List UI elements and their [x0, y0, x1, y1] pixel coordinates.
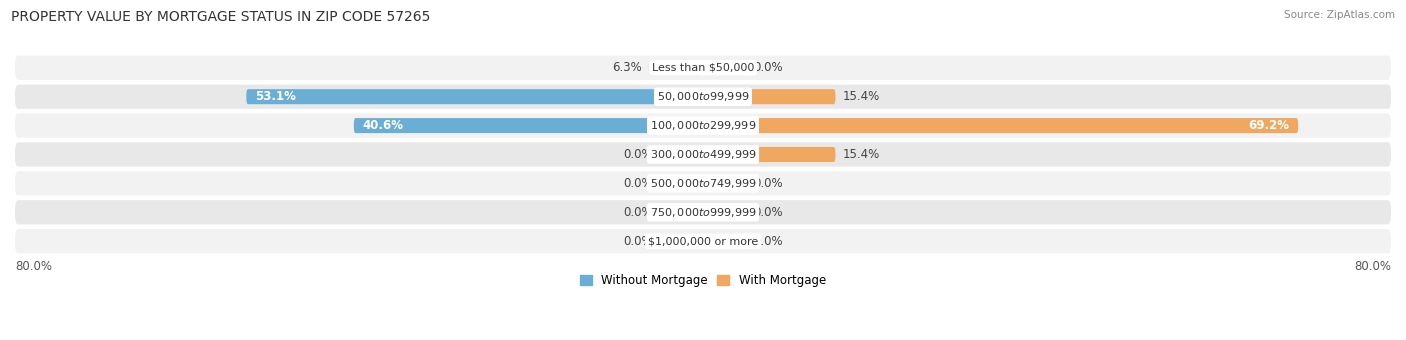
- FancyBboxPatch shape: [659, 176, 703, 191]
- FancyBboxPatch shape: [659, 234, 703, 249]
- FancyBboxPatch shape: [15, 114, 1391, 138]
- FancyBboxPatch shape: [15, 56, 1391, 80]
- Text: 15.4%: 15.4%: [842, 90, 880, 103]
- FancyBboxPatch shape: [659, 147, 703, 162]
- Text: 6.3%: 6.3%: [612, 61, 643, 74]
- Text: $750,000 to $999,999: $750,000 to $999,999: [650, 206, 756, 219]
- Text: $500,000 to $749,999: $500,000 to $749,999: [650, 177, 756, 190]
- Text: 15.4%: 15.4%: [842, 148, 880, 161]
- Text: $100,000 to $299,999: $100,000 to $299,999: [650, 119, 756, 132]
- Text: 0.0%: 0.0%: [752, 206, 783, 219]
- Text: 53.1%: 53.1%: [254, 90, 295, 103]
- FancyBboxPatch shape: [703, 205, 747, 220]
- FancyBboxPatch shape: [659, 205, 703, 220]
- Text: PROPERTY VALUE BY MORTGAGE STATUS IN ZIP CODE 57265: PROPERTY VALUE BY MORTGAGE STATUS IN ZIP…: [11, 10, 430, 24]
- FancyBboxPatch shape: [354, 118, 703, 133]
- FancyBboxPatch shape: [648, 60, 703, 75]
- FancyBboxPatch shape: [15, 142, 1391, 167]
- Text: $300,000 to $499,999: $300,000 to $499,999: [650, 148, 756, 161]
- FancyBboxPatch shape: [15, 171, 1391, 196]
- Text: Source: ZipAtlas.com: Source: ZipAtlas.com: [1284, 10, 1395, 20]
- FancyBboxPatch shape: [703, 147, 835, 162]
- Text: 80.0%: 80.0%: [1354, 260, 1391, 273]
- FancyBboxPatch shape: [703, 234, 747, 249]
- Text: 0.0%: 0.0%: [752, 177, 783, 190]
- Text: 0.0%: 0.0%: [623, 148, 654, 161]
- Text: $50,000 to $99,999: $50,000 to $99,999: [657, 90, 749, 103]
- FancyBboxPatch shape: [15, 85, 1391, 109]
- Text: Less than $50,000: Less than $50,000: [652, 63, 754, 73]
- FancyBboxPatch shape: [246, 89, 703, 104]
- Text: 0.0%: 0.0%: [752, 61, 783, 74]
- FancyBboxPatch shape: [15, 229, 1391, 253]
- FancyBboxPatch shape: [15, 200, 1391, 224]
- Text: 80.0%: 80.0%: [15, 260, 52, 273]
- FancyBboxPatch shape: [703, 176, 747, 191]
- FancyBboxPatch shape: [703, 89, 835, 104]
- FancyBboxPatch shape: [703, 118, 1298, 133]
- Legend: Without Mortgage, With Mortgage: Without Mortgage, With Mortgage: [575, 270, 831, 292]
- Text: 0.0%: 0.0%: [623, 235, 654, 248]
- Text: 0.0%: 0.0%: [752, 235, 783, 248]
- Text: $1,000,000 or more: $1,000,000 or more: [648, 236, 758, 246]
- Text: 40.6%: 40.6%: [363, 119, 404, 132]
- FancyBboxPatch shape: [703, 60, 747, 75]
- Text: 0.0%: 0.0%: [623, 206, 654, 219]
- Text: 69.2%: 69.2%: [1249, 119, 1289, 132]
- Text: 0.0%: 0.0%: [623, 177, 654, 190]
